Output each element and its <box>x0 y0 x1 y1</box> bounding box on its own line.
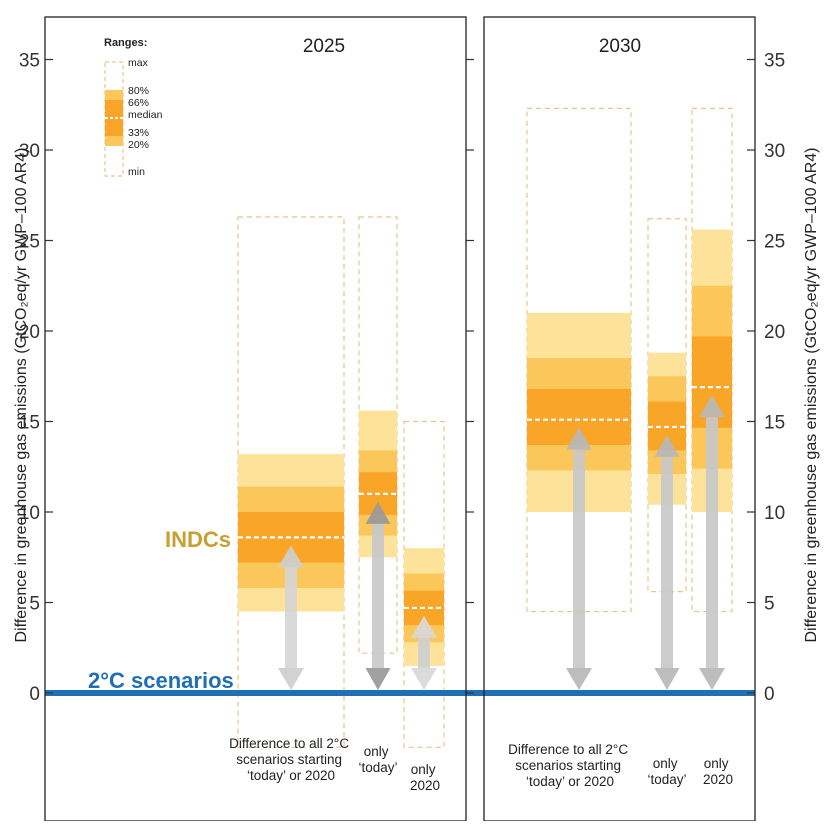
tick-layer: 0 0 5 5 10 10 15 15 20 20 25 25 30 30 35 35 <box>19 51 785 706</box>
arrow-p0-b1 <box>365 501 391 690</box>
arrow-head-up-p0-b0 <box>278 545 304 568</box>
baseline-annotation: 2°C scenarios <box>88 668 234 693</box>
arrow-shaft-p0-b0 <box>285 567 297 668</box>
arrow-p0-b0 <box>278 545 304 690</box>
y-tick-label-left-25: 25 <box>19 232 40 253</box>
legend: Ranges: max 80% 66% median 33% 20% min <box>104 37 163 178</box>
legend-label-max: max <box>128 57 149 69</box>
y-tick-label-right-30: 30 <box>764 141 785 162</box>
y-tick-label-right-35: 35 <box>764 51 785 72</box>
arrow-head-up-p1-b2 <box>699 395 725 418</box>
arrow-head-down-p0-b0 <box>278 668 304 690</box>
legend-label-median: median <box>128 109 163 121</box>
arrow-head-down-p1-b1 <box>654 668 680 690</box>
arrow-p0-b2 <box>411 615 437 690</box>
y-tick-label-right-15: 15 <box>764 413 785 434</box>
arrow-head-up-p1-b1 <box>654 434 680 457</box>
arrow-head-down-p1-b0 <box>566 668 592 690</box>
arrow-shaft-p1-b2 <box>706 417 718 668</box>
range-outline-p1-b1 <box>647 218 687 593</box>
panel-title-2030: 2030 <box>599 36 641 57</box>
arrow-head-down-p0-b2 <box>411 668 437 690</box>
arrow-shaft-p0-b2 <box>418 637 430 668</box>
y-tick-label-left-35: 35 <box>19 51 40 72</box>
y-tick-label-right-5: 5 <box>764 594 775 615</box>
arrow-shaft-p0-b1 <box>372 523 384 668</box>
arrow-shaft-p1-b0 <box>573 449 585 668</box>
legend-label-p66: 66% <box>128 97 149 109</box>
legend-label-p80: 80% <box>128 85 149 97</box>
y-axis-label-right: Difference in greenhouse gas emissions (… <box>803 147 820 642</box>
legend-band-inner <box>105 100 123 136</box>
category-label-2030-today: only ‘today’ <box>647 756 686 787</box>
category-label-2025-all: Difference to all 2°C scenarios starting… <box>229 736 353 783</box>
y-axis-label-left: Difference in greenhouse gas emissions (… <box>13 147 30 642</box>
y-tick-label-right-25: 25 <box>764 232 785 253</box>
indc-annotation: INDCs <box>165 527 231 552</box>
legend-label-min: min <box>128 166 145 178</box>
y-tick-label-left-30: 30 <box>19 141 40 162</box>
y-tick-label-right-10: 10 <box>764 503 785 524</box>
category-label-2030-all: Difference to all 2°C scenarios starting… <box>508 742 632 789</box>
category-label-2030-2020: only 2020 <box>703 756 733 787</box>
y-tick-label-left-15: 15 <box>19 413 40 434</box>
legend-title: Ranges: <box>104 37 147 49</box>
arrows-layer <box>278 395 725 690</box>
category-label-2025-2020: only 2020 <box>410 762 440 793</box>
panel-title-2025: 2025 <box>303 36 345 57</box>
arrow-head-down-p1-b2 <box>699 668 725 690</box>
bars-layer <box>237 107 733 748</box>
y-tick-label-right-0: 0 <box>764 684 775 705</box>
arrow-p1-b1 <box>654 434 680 690</box>
legend-label-p33: 33% <box>128 127 149 139</box>
category-label-2025-today: only ‘today’ <box>358 744 397 775</box>
legend-label-p20: 20% <box>128 139 149 151</box>
arrow-p1-b0 <box>566 427 592 690</box>
arrow-head-down-p0-b1 <box>365 668 391 690</box>
arrow-p1-b2 <box>699 395 725 690</box>
y-tick-label-left-20: 20 <box>19 322 40 343</box>
y-tick-label-left-10: 10 <box>19 503 40 524</box>
arrow-head-up-p0-b1 <box>365 501 391 524</box>
y-tick-label-right-20: 20 <box>764 322 785 343</box>
y-tick-label-left-0: 0 <box>29 684 40 705</box>
arrow-head-up-p0-b2 <box>411 615 437 638</box>
arrow-head-up-p1-b0 <box>566 427 592 450</box>
arrow-shaft-p1-b1 <box>661 456 673 668</box>
y-tick-label-left-5: 5 <box>29 594 40 615</box>
